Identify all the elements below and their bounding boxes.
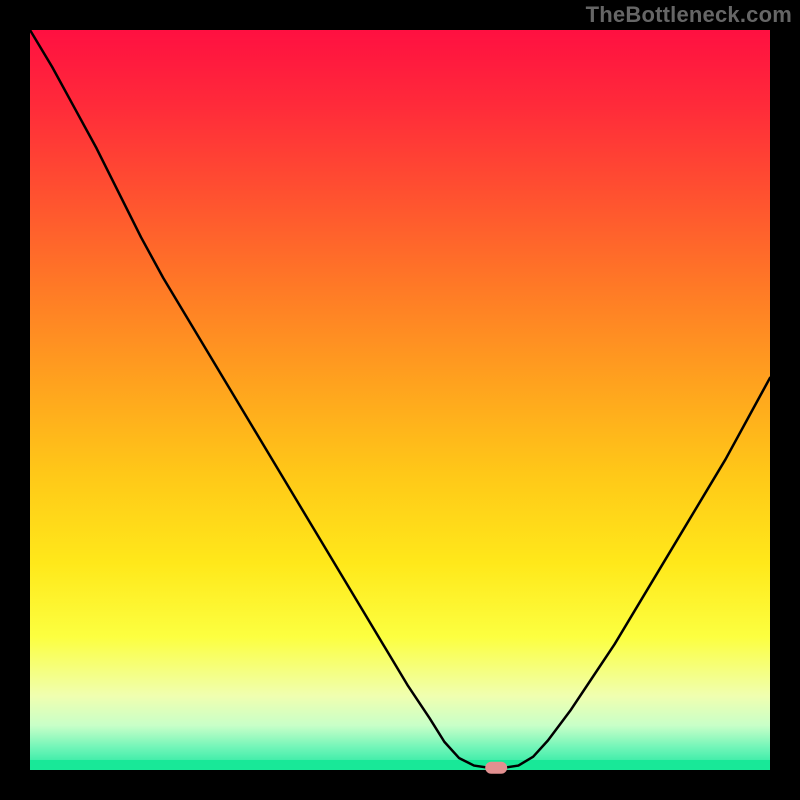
watermark-text: TheBottleneck.com	[586, 2, 792, 28]
plot-background	[30, 30, 770, 770]
optimum-marker	[485, 762, 507, 774]
bottleneck-chart	[0, 0, 800, 800]
baseline-band	[30, 760, 770, 770]
